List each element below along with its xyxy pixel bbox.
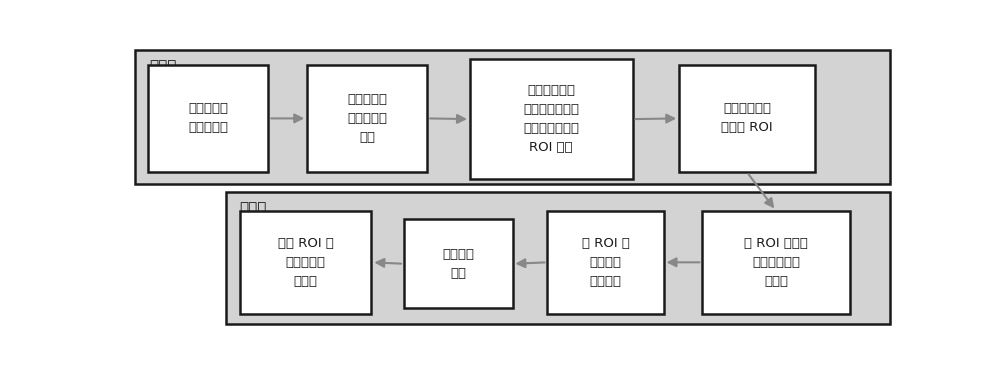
Bar bbox=[307, 65, 427, 172]
Text: 对 ROI 里面的
硅藻图像归一
化处理: 对 ROI 里面的 硅藻图像归一 化处理 bbox=[744, 237, 808, 288]
Bar bbox=[470, 59, 633, 179]
Text: 细分类: 细分类 bbox=[240, 201, 267, 216]
Text: 常见的藻类
形状的分类: 常见的藻类 形状的分类 bbox=[188, 102, 228, 134]
Bar bbox=[679, 65, 815, 172]
Text: 多种特征
提取: 多种特征 提取 bbox=[442, 248, 474, 280]
Text: 结合关键点调
节、缩放与旋转
边框交互式调整
ROI 区域: 结合关键点调 节、缩放与旋转 边框交互式调整 ROI 区域 bbox=[523, 84, 579, 154]
Bar bbox=[404, 219, 512, 308]
Bar bbox=[148, 65, 268, 172]
Text: 生成藻类有效
区域的 ROI: 生成藻类有效 区域的 ROI bbox=[721, 102, 773, 134]
Text: 对 ROI 区
域进行极
坐标变换: 对 ROI 区 域进行极 坐标变换 bbox=[582, 237, 629, 288]
Bar bbox=[226, 192, 890, 324]
Bar bbox=[547, 211, 664, 314]
Bar bbox=[240, 211, 371, 314]
Bar bbox=[702, 211, 850, 314]
Text: 生成藻类形
状边缘的关
键点: 生成藻类形 状边缘的关 键点 bbox=[347, 93, 387, 144]
Text: 粗分类: 粗分类 bbox=[149, 59, 176, 74]
Text: 针对 ROI 的
人工智能算
法识别: 针对 ROI 的 人工智能算 法识别 bbox=[278, 237, 334, 288]
Bar bbox=[135, 50, 890, 183]
